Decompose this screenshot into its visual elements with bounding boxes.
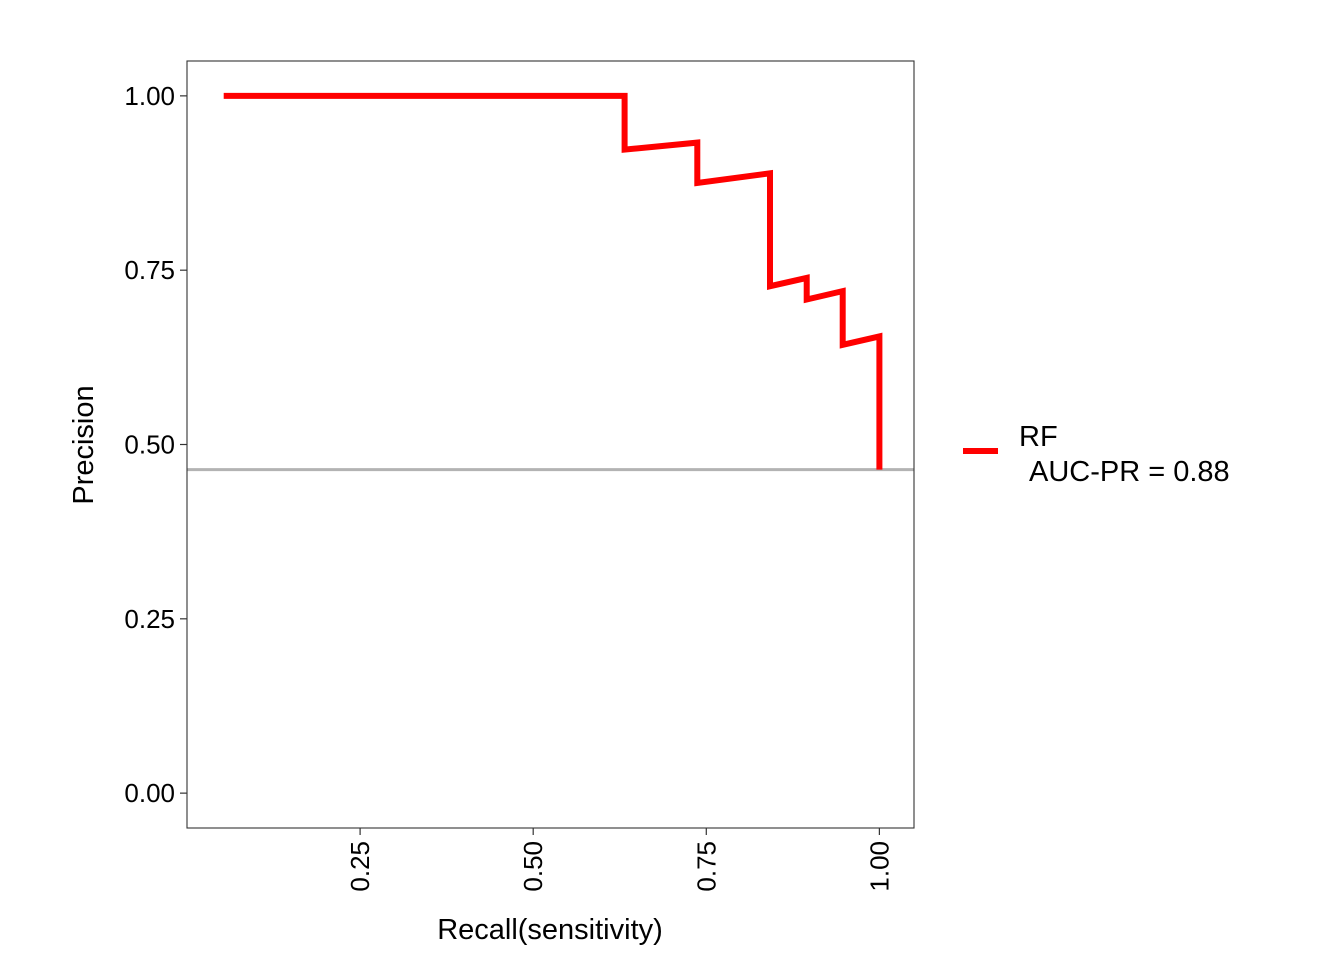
series-line-rf [223,92,883,470]
x-tick-label: 0.50 [518,841,548,892]
legend-label-name: RF [1019,421,1058,453]
y-tick-label: 1.00 [124,81,175,111]
x-axis-title: Recall(sensitivity) [437,914,663,946]
x-tick-label: 1.00 [864,841,894,892]
legend-label-auc: AUC-PR = 0.88 [1029,456,1230,488]
y-axis-title: Precision [68,385,100,504]
y-tick-label: 0.25 [124,604,175,634]
y-tick-label: 0.50 [124,430,175,460]
plot-background [187,61,914,828]
x-tick-label: 0.75 [691,841,721,892]
y-tick-label: 0.00 [124,778,175,808]
x-tick-label: 0.25 [345,841,375,892]
y-tick-label: 0.75 [124,255,175,285]
